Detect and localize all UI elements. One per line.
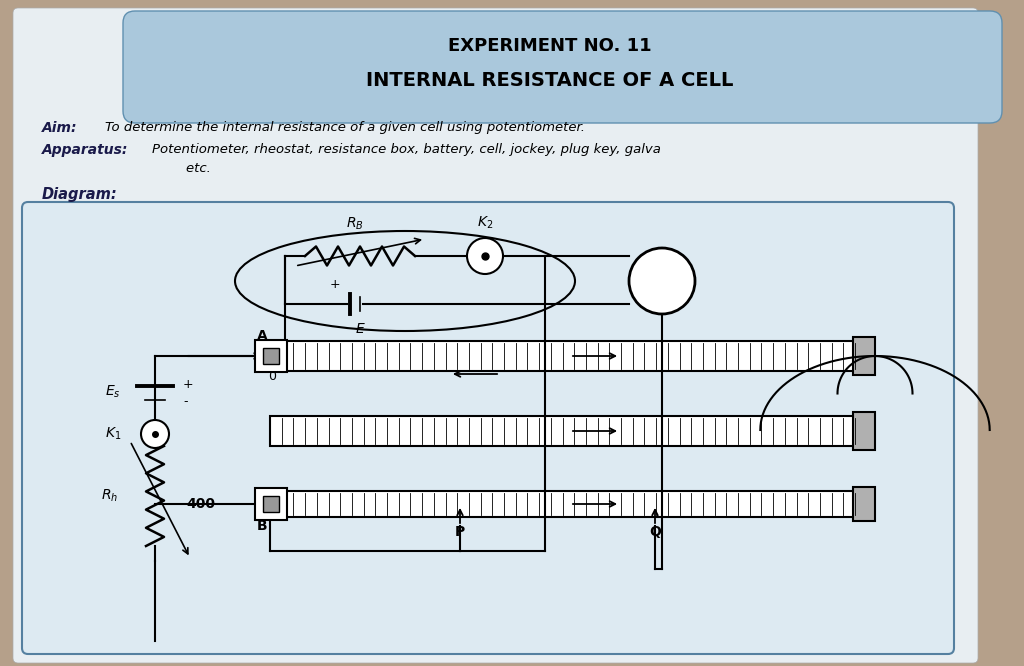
Text: +: +: [330, 278, 340, 290]
FancyBboxPatch shape: [22, 202, 954, 654]
Text: Q: Q: [649, 525, 660, 539]
Bar: [853, 337, 874, 375]
Text: 0: 0: [268, 370, 276, 382]
Text: Aim:: Aim:: [42, 121, 78, 135]
Text: $K_2$: $K_2$: [477, 215, 494, 231]
Text: -: -: [373, 298, 377, 310]
Text: A: A: [257, 329, 267, 343]
Text: $E$: $E$: [354, 322, 366, 336]
Text: B: B: [257, 519, 267, 533]
Text: $R_B$: $R_B$: [346, 216, 364, 232]
Bar: [270, 491, 855, 517]
Bar: [255, 340, 287, 372]
Circle shape: [467, 238, 503, 274]
FancyBboxPatch shape: [123, 11, 1002, 123]
Bar: [853, 412, 874, 450]
Text: Apparatus:: Apparatus:: [42, 143, 128, 157]
Text: etc.: etc.: [152, 163, 211, 176]
Text: Potentiometer, rheostat, resistance box, battery, cell, jockey, plug key, galva: Potentiometer, rheostat, resistance box,…: [152, 143, 660, 157]
Text: -: -: [183, 396, 187, 408]
Text: $K_1$: $K_1$: [104, 426, 121, 442]
Text: G: G: [655, 272, 669, 290]
Text: +: +: [183, 378, 194, 390]
Bar: [853, 487, 874, 521]
Bar: [270, 341, 855, 371]
Text: 400: 400: [186, 497, 215, 511]
Bar: [255, 488, 287, 520]
Bar: [270, 416, 855, 446]
Text: $E_s$: $E_s$: [105, 384, 121, 400]
Text: INTERNAL RESISTANCE OF A CELL: INTERNAL RESISTANCE OF A CELL: [367, 71, 733, 91]
Text: $R_h$: $R_h$: [101, 488, 119, 504]
Circle shape: [629, 248, 695, 314]
Bar: [263, 348, 279, 364]
Text: Diagram:: Diagram:: [42, 186, 118, 202]
Text: To determine the internal resistance of a given cell using potentiometer.: To determine the internal resistance of …: [105, 121, 585, 135]
Text: EXPERIMENT NO. 11: EXPERIMENT NO. 11: [449, 37, 652, 55]
Text: P: P: [455, 525, 465, 539]
Circle shape: [141, 420, 169, 448]
Bar: [263, 496, 279, 512]
FancyBboxPatch shape: [13, 8, 978, 663]
